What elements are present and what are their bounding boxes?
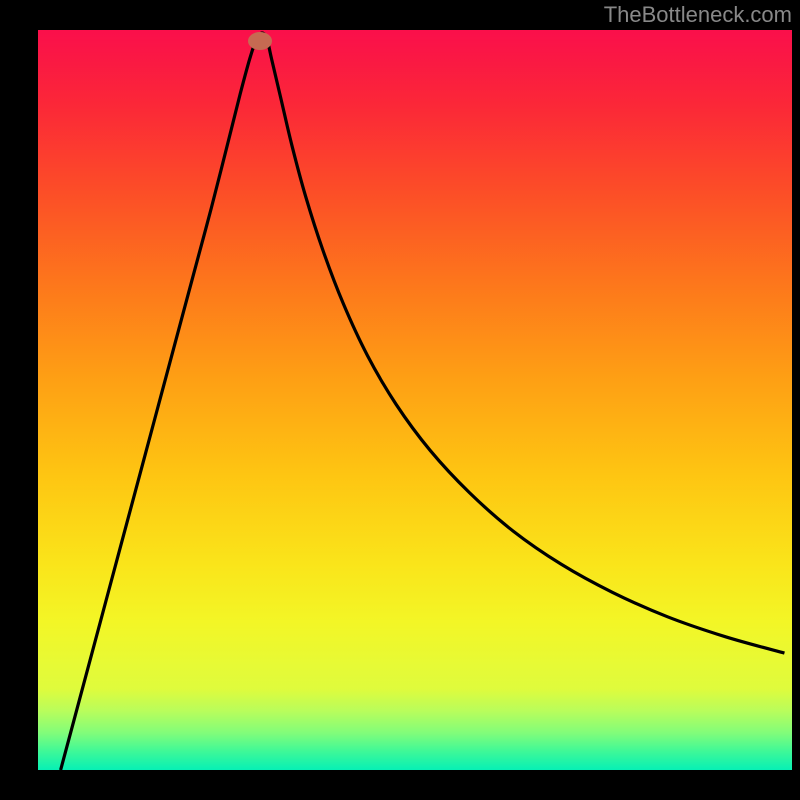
watermark-text: TheBottleneck.com	[604, 2, 792, 28]
chart-container: TheBottleneck.com	[0, 0, 800, 800]
curve-path	[61, 33, 785, 770]
minimum-marker	[248, 32, 272, 50]
plot-area	[38, 30, 792, 770]
bottleneck-curve	[38, 30, 792, 770]
